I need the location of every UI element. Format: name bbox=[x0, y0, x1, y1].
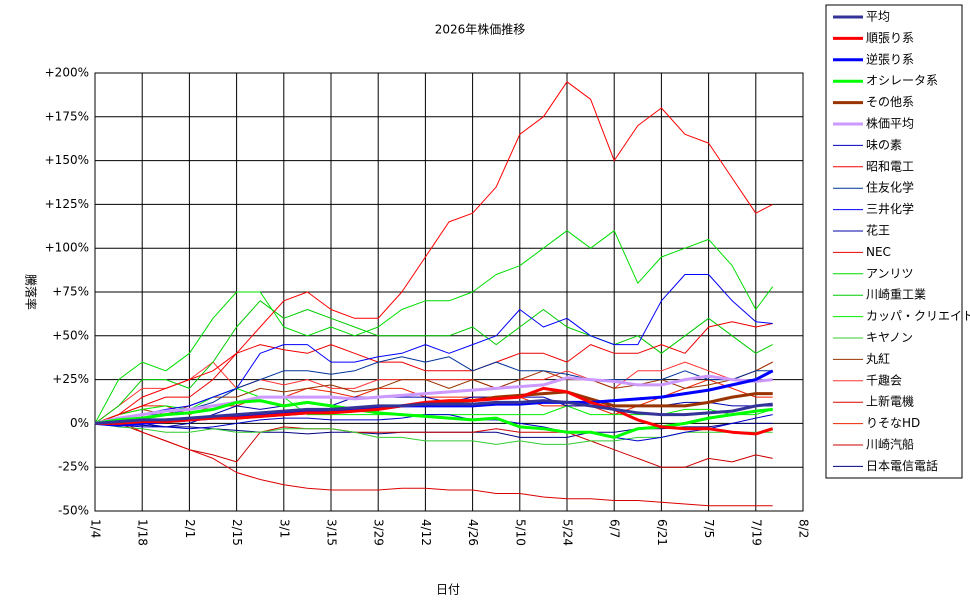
legend-label: 逆張り系 bbox=[866, 51, 914, 66]
y-tick-label: +150% bbox=[45, 153, 89, 167]
x-tick-label: 3/15 bbox=[325, 519, 339, 546]
series-line bbox=[94, 300, 773, 424]
legend-label: 昭和電工 bbox=[866, 159, 914, 173]
x-tick-label: 7/5 bbox=[702, 519, 716, 538]
y-tick-label: +75% bbox=[52, 285, 89, 299]
series-line bbox=[95, 422, 773, 468]
series-line bbox=[94, 356, 773, 424]
legend-label: オシレータ系 bbox=[866, 74, 938, 88]
series-line bbox=[94, 274, 773, 424]
y-tick-label: +125% bbox=[45, 197, 89, 211]
x-tick-label: 6/21 bbox=[655, 519, 669, 546]
legend-label: 三井化学 bbox=[866, 201, 914, 216]
legend-label: 川崎重工業 bbox=[866, 288, 926, 302]
legend-label: カッパ・クリエイト bbox=[866, 309, 970, 323]
y-tick-label: +25% bbox=[52, 372, 89, 386]
x-tick-label: 3/1 bbox=[277, 519, 291, 538]
x-tick-label: 5/10 bbox=[513, 519, 527, 546]
series-line bbox=[94, 230, 774, 424]
series-line bbox=[94, 361, 773, 424]
series-line bbox=[95, 386, 774, 436]
y-axis-label: 騰落率 bbox=[24, 274, 39, 310]
y-tick-label: +200% bbox=[45, 66, 89, 80]
legend-label: 日本電信電話 bbox=[866, 458, 938, 473]
legend-label: 平均 bbox=[866, 10, 890, 24]
legend-box bbox=[825, 4, 963, 479]
x-tick-label: 4/12 bbox=[419, 519, 433, 546]
x-tick-label: 7/19 bbox=[749, 519, 763, 546]
y-tick-label: -50% bbox=[58, 504, 89, 518]
legend-label: 株価平均 bbox=[866, 116, 914, 131]
y-tick-label: +50% bbox=[52, 328, 89, 342]
legend-label: NEC bbox=[866, 245, 891, 259]
legend-label: りそなHD bbox=[866, 416, 920, 430]
series-line bbox=[94, 419, 773, 507]
series-line bbox=[94, 414, 773, 442]
legend-label: アンリツ bbox=[866, 266, 914, 280]
legend-label: 味の素 bbox=[866, 138, 902, 152]
x-tick-label: 1/18 bbox=[136, 519, 150, 546]
series-line bbox=[94, 399, 773, 425]
x-axis-label: 日付 bbox=[436, 583, 460, 597]
y-tick-label: +175% bbox=[45, 109, 89, 123]
series-line bbox=[94, 321, 773, 424]
series-line bbox=[94, 81, 773, 424]
legend-label: 順張り系 bbox=[866, 31, 914, 45]
legend-label: 上新電機 bbox=[866, 394, 914, 409]
x-tick-label: 3/29 bbox=[372, 519, 386, 546]
legend-label: 丸紅 bbox=[866, 352, 890, 366]
y-tick-label: +100% bbox=[45, 241, 89, 255]
x-tick-label: 2/15 bbox=[230, 519, 244, 546]
legend-label: キヤノン bbox=[866, 331, 913, 345]
x-tick-label: 2/1 bbox=[183, 519, 197, 538]
legend-label: 住友化学 bbox=[866, 180, 914, 195]
y-tick-label: -25% bbox=[58, 460, 89, 474]
chart-title: 2026年株価推移 bbox=[435, 22, 526, 37]
legend-label: 千趣会 bbox=[866, 372, 902, 387]
legend-label: 川崎汽船 bbox=[866, 437, 914, 452]
x-tick-label: 6/7 bbox=[608, 519, 622, 538]
x-tick-label: 8/2 bbox=[797, 519, 811, 538]
series-line bbox=[94, 374, 773, 425]
x-tick-label: 4/26 bbox=[466, 519, 480, 546]
x-tick-label: 5/24 bbox=[561, 519, 575, 546]
y-tick-label: 0% bbox=[70, 416, 89, 430]
legend-label: その他系 bbox=[866, 95, 914, 109]
legend-label: 花王 bbox=[866, 223, 890, 238]
x-tick-label: 1/4 bbox=[89, 519, 103, 538]
